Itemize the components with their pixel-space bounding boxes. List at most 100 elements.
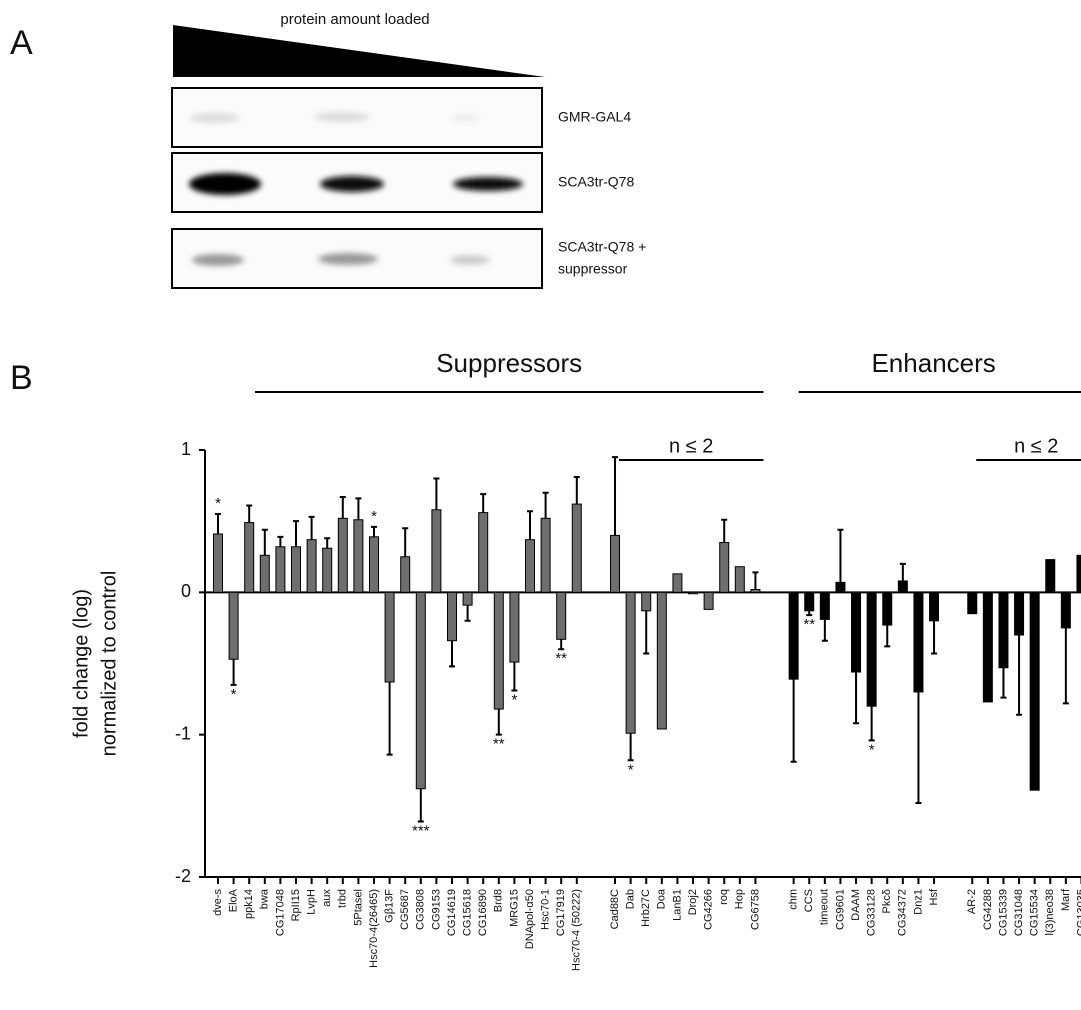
x-tick-label: EloA xyxy=(228,888,240,912)
error-bar xyxy=(262,530,268,556)
bar xyxy=(416,592,425,788)
bar xyxy=(338,518,347,592)
significance: * xyxy=(511,692,517,709)
bar xyxy=(401,557,410,593)
error-bar xyxy=(721,520,727,543)
band xyxy=(320,176,384,192)
bar xyxy=(852,592,861,672)
x-tick-label: CG34372 xyxy=(897,889,909,936)
significance: ** xyxy=(803,616,815,633)
x-tick-label: CG9153 xyxy=(430,889,442,930)
y-tick-label: -1 xyxy=(175,723,191,743)
bar xyxy=(930,592,939,620)
bar xyxy=(735,567,744,593)
error-bar xyxy=(869,706,875,740)
bar xyxy=(836,582,845,592)
x-tick-label: AR-2 xyxy=(966,889,978,914)
header-label: Enhancers xyxy=(871,348,995,378)
header-label: Suppressors xyxy=(436,348,582,378)
significance: * xyxy=(869,741,875,758)
blot-label: suppressor xyxy=(558,261,628,277)
error-bar xyxy=(496,709,502,735)
error-bar xyxy=(806,611,812,615)
error-bar xyxy=(1016,635,1022,715)
x-tick-label: CG4266 xyxy=(703,889,715,930)
band xyxy=(314,112,370,122)
bar xyxy=(323,548,332,592)
bar xyxy=(479,513,488,593)
bar xyxy=(494,592,503,709)
subgroup-label: n ≤ 2 xyxy=(1014,435,1058,457)
band xyxy=(450,255,490,265)
x-tick-label: Droj2 xyxy=(687,889,699,915)
error-bar xyxy=(371,527,377,537)
bar xyxy=(914,592,923,692)
error-bar xyxy=(309,517,315,540)
subgroup-label: n ≤ 2 xyxy=(669,435,713,457)
band xyxy=(318,253,378,265)
significance: *** xyxy=(412,822,430,839)
x-tick-label: DAAM xyxy=(850,889,862,921)
blot-label: GMR-GAL4 xyxy=(558,109,631,125)
bar xyxy=(751,589,760,592)
error-bar xyxy=(246,506,252,523)
x-tick-label: Hop xyxy=(734,889,746,909)
x-tick-label: timeout xyxy=(819,889,831,925)
error-bar xyxy=(277,537,283,547)
x-tick-label: DNApol-α50 xyxy=(524,889,536,949)
x-tick-label: CG9601 xyxy=(834,889,846,930)
bar xyxy=(385,592,394,682)
bar xyxy=(704,592,713,609)
x-tick-label: CG15534 xyxy=(1029,889,1041,936)
error-bar xyxy=(915,692,921,803)
x-tick-label: CG15618 xyxy=(462,889,474,936)
error-bar xyxy=(293,521,299,547)
bar xyxy=(448,592,457,640)
bar xyxy=(789,592,798,679)
error-bar xyxy=(837,530,843,583)
x-tick-label: Hsc70-4(26465) xyxy=(368,889,380,968)
x-tick-label: bwa xyxy=(259,888,271,909)
error-bar xyxy=(884,625,890,646)
x-tick-label: CG17919 xyxy=(555,889,567,936)
y-tick-label: 1 xyxy=(181,439,191,459)
error-bar xyxy=(543,493,549,519)
x-tick-label: CG6758 xyxy=(749,889,761,930)
bar xyxy=(805,592,814,611)
x-tick-label: CG4288 xyxy=(982,889,994,930)
error-bar xyxy=(231,659,237,685)
error-bar xyxy=(511,662,517,690)
y-tick-label: 0 xyxy=(181,581,191,601)
error-bar xyxy=(791,679,797,762)
x-tick-label: CCS xyxy=(803,889,815,912)
x-tick-label: Dnz1 xyxy=(912,889,924,915)
x-tick-label: LvpH xyxy=(306,889,318,915)
bar xyxy=(1046,560,1055,593)
bar xyxy=(642,592,651,611)
bar xyxy=(657,592,666,729)
error-bar xyxy=(324,538,330,548)
bar xyxy=(354,520,363,593)
bar xyxy=(510,592,519,662)
x-tick-label: CG17048 xyxy=(274,889,286,936)
bar xyxy=(999,592,1008,667)
bar xyxy=(898,581,907,592)
x-tick-label: CG16890 xyxy=(477,889,489,936)
error-bar xyxy=(480,494,486,513)
significance: ** xyxy=(555,650,567,667)
error-bar xyxy=(628,733,634,760)
bar xyxy=(245,523,254,593)
y-tick-label: -2 xyxy=(175,866,191,886)
x-tick-label: CG33128 xyxy=(866,889,878,936)
gradient-triangle xyxy=(173,25,545,77)
error-bar xyxy=(433,478,439,509)
blot-label: SCA3tr-Q78 xyxy=(558,174,634,190)
error-bar xyxy=(574,477,580,504)
bar xyxy=(968,592,977,613)
x-tick-label: Hsc70-4 (50222) xyxy=(571,889,583,971)
x-tick-label: Hsf xyxy=(928,888,940,905)
error-bar xyxy=(418,789,424,822)
bar xyxy=(1077,555,1081,592)
bar xyxy=(689,592,698,593)
